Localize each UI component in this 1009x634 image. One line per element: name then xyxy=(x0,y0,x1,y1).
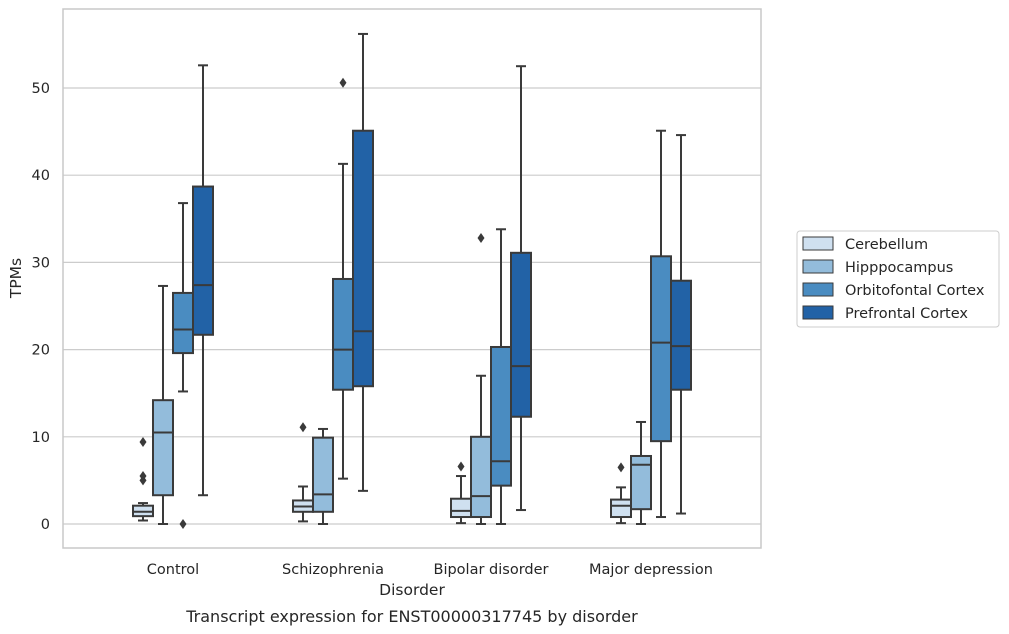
box-hipppocampus xyxy=(630,420,652,525)
box-hipppocampus xyxy=(470,232,492,525)
box-body xyxy=(192,185,214,336)
box-body xyxy=(172,291,194,355)
outlier-marker xyxy=(457,461,465,472)
box-prefrontal-cortex xyxy=(510,65,532,512)
box-body xyxy=(332,277,354,391)
x-axis-ticks: Control Schizophrenia Bipolar disorder Majo… xyxy=(147,562,713,578)
legend-swatch xyxy=(802,236,834,251)
outlier-marker xyxy=(139,437,147,448)
y-tick-label: 50 xyxy=(32,81,50,97)
box-body xyxy=(152,399,174,497)
box-orbitofontal-cortex xyxy=(172,202,194,529)
outlier-marker xyxy=(617,462,625,473)
legend-frame xyxy=(796,230,1000,328)
box-cerebellum xyxy=(610,462,632,525)
y-tick-label: 10 xyxy=(32,430,50,446)
box-orbitofontal-cortex xyxy=(332,77,354,480)
box-body xyxy=(450,497,472,519)
outlier-marker xyxy=(179,519,187,529)
x-axis-label: Disorder xyxy=(379,581,445,599)
y-tick-label: 30 xyxy=(32,255,50,271)
box-hipppocampus xyxy=(312,427,334,525)
figure-caption: Transcript expression for ENST0000031774… xyxy=(185,607,638,626)
outlier-marker xyxy=(339,77,347,88)
outlier-marker xyxy=(139,471,147,482)
y-axis-label: TPMs xyxy=(7,258,25,299)
box-prefrontal-cortex xyxy=(670,134,692,515)
box-prefrontal-cortex xyxy=(192,64,214,497)
legend-entry: Hipppocampus xyxy=(845,260,953,276)
box-body xyxy=(610,498,632,519)
legend-swatch xyxy=(802,305,834,320)
box-orbitofontal-cortex xyxy=(490,228,512,525)
x-tick-label: Schizophrenia xyxy=(282,562,384,578)
box-body xyxy=(490,345,512,487)
box-body xyxy=(470,435,492,519)
legend-entry: Prefrontal Cortex xyxy=(845,306,968,322)
box-body xyxy=(510,251,532,418)
outlier-marker xyxy=(477,232,485,243)
outlier-marker xyxy=(299,422,307,433)
box-groups xyxy=(132,32,692,529)
legend-entry: Cerebellum xyxy=(845,237,928,253)
box-body xyxy=(312,436,334,513)
box-orbitofontal-cortex xyxy=(650,129,672,519)
box-body xyxy=(352,129,374,388)
plot-frame xyxy=(62,8,762,549)
legend-swatch xyxy=(802,282,834,297)
box-body xyxy=(650,255,672,443)
box-body xyxy=(670,279,692,391)
box-cerebellum xyxy=(132,437,154,522)
box-prefrontal-cortex xyxy=(352,32,374,492)
box-body xyxy=(630,454,652,511)
legend: Cerebellum Hipppocampus Orbitofontal Corte… xyxy=(796,230,1000,328)
y-axis-ticks: 0 10 20 30 40 50 xyxy=(32,81,50,533)
x-tick-label: Control xyxy=(147,562,199,578)
x-tick-label: Bipolar disorder xyxy=(434,562,549,578)
y-tick-label: 0 xyxy=(41,517,50,533)
x-tick-label: Major depression xyxy=(589,562,713,578)
y-tick-label: 40 xyxy=(32,168,50,184)
box-cerebellum xyxy=(292,422,314,523)
box-cerebellum xyxy=(450,461,472,525)
legend-entry: Orbitofontal Cortex xyxy=(845,283,985,299)
legend-swatch xyxy=(802,259,834,274)
box-hipppocampus xyxy=(152,284,174,525)
y-tick-label: 20 xyxy=(32,343,50,359)
